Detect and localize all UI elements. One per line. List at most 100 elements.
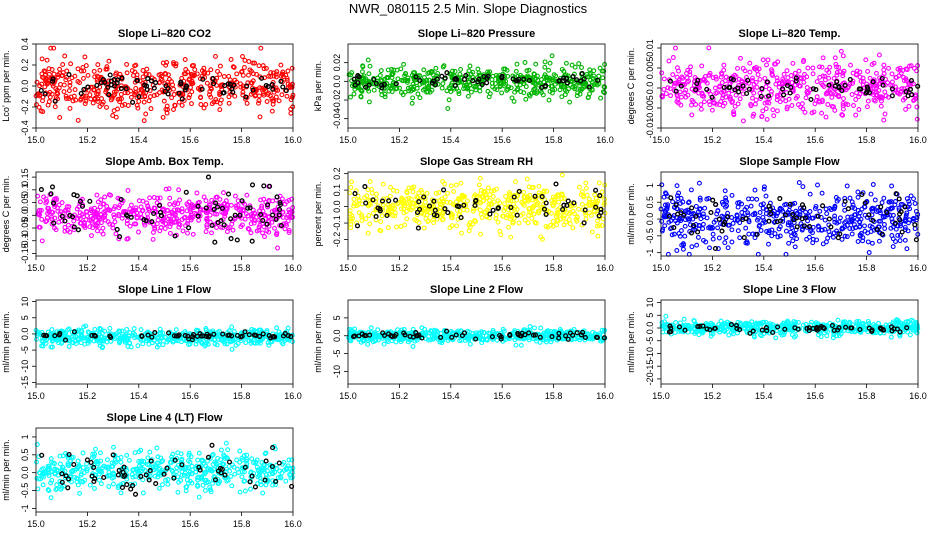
- data-point: [715, 246, 721, 252]
- data-point: [707, 245, 712, 251]
- data-point: [726, 90, 732, 96]
- data-point: [461, 194, 467, 200]
- data-point: [209, 197, 215, 203]
- data-point-black: [722, 219, 728, 225]
- data-point: [731, 109, 737, 115]
- chart-title: Slope Amb. Box Temp.: [105, 156, 224, 168]
- data-point-black: [108, 334, 114, 340]
- data-point: [369, 190, 375, 196]
- data-point: [41, 194, 47, 200]
- data-point-black: [145, 76, 151, 82]
- data-point: [804, 89, 810, 95]
- data-point-black: [162, 88, 168, 94]
- data-point: [102, 213, 108, 219]
- data-point: [232, 93, 238, 99]
- data-point: [882, 82, 888, 88]
- data-point: [541, 201, 547, 207]
- data-point: [592, 192, 598, 198]
- data-point: [659, 228, 665, 234]
- data-point: [521, 189, 527, 195]
- data-point: [487, 91, 493, 97]
- data-point-black: [67, 212, 73, 218]
- data-point: [872, 83, 878, 89]
- data-point-black: [688, 230, 695, 236]
- data-point: [543, 224, 549, 229]
- data-point: [89, 233, 94, 239]
- data-point: [583, 185, 589, 191]
- data-point: [134, 102, 140, 108]
- data-point: [806, 234, 812, 240]
- data-point: [358, 88, 364, 94]
- data-point-black: [106, 92, 112, 98]
- data-point: [225, 225, 231, 231]
- data-point: [405, 85, 411, 91]
- data-point: [233, 342, 239, 348]
- data-point-black: [225, 191, 232, 197]
- data-point: [475, 66, 481, 72]
- data-point: [40, 343, 46, 349]
- chart-title: Slope Sample Flow: [739, 156, 840, 168]
- data-point-black: [79, 203, 86, 209]
- data-point-black: [834, 79, 840, 85]
- data-point: [506, 224, 511, 230]
- data-point: [754, 217, 760, 223]
- data-point: [801, 75, 807, 81]
- data-point-black: [200, 333, 206, 339]
- data-point: [234, 71, 240, 77]
- data-point: [693, 203, 699, 209]
- data-point: [789, 233, 795, 239]
- data-point: [348, 221, 354, 227]
- data-point: [408, 207, 414, 213]
- data-point: [576, 184, 582, 190]
- data-point-black: [176, 90, 182, 96]
- y-axis-label: kPa per min.: [313, 61, 323, 112]
- data-point: [111, 212, 117, 218]
- data-point: [709, 107, 715, 113]
- data-point: [804, 85, 810, 90]
- data-point: [834, 70, 840, 75]
- data-point-black: [794, 224, 800, 230]
- data-point-black: [565, 336, 571, 342]
- data-point-black: [62, 218, 68, 224]
- data-point: [261, 196, 267, 202]
- data-point: [366, 329, 372, 335]
- data-point: [83, 63, 89, 69]
- data-point: [170, 82, 176, 88]
- data-point: [726, 222, 732, 228]
- data-point: [65, 222, 71, 228]
- data-point-black: [247, 205, 253, 211]
- data-point: [248, 338, 254, 344]
- data-point-black: [77, 198, 83, 204]
- data-point-black: [242, 329, 248, 335]
- data-point: [547, 60, 553, 66]
- plot-frame: [35, 299, 294, 385]
- data-point: [665, 85, 671, 91]
- data-point: [663, 190, 668, 196]
- data-point: [700, 93, 705, 99]
- data-point: [792, 70, 798, 76]
- data-point: [160, 206, 166, 212]
- data-point: [40, 338, 46, 344]
- data-point: [248, 68, 254, 74]
- data-point: [404, 79, 410, 85]
- data-point: [42, 69, 48, 75]
- data-point: [140, 68, 146, 73]
- data-point: [484, 214, 490, 220]
- data-point: [839, 112, 845, 118]
- data-point: [555, 209, 560, 215]
- data-point: [204, 224, 210, 230]
- data-point-black: [209, 222, 215, 228]
- data-point: [769, 67, 774, 73]
- data-point: [348, 94, 353, 100]
- data-point-black: [234, 332, 241, 339]
- data-point: [468, 71, 474, 77]
- data-point: [140, 208, 146, 213]
- data-point-black: [114, 80, 120, 86]
- data-point-black: [267, 183, 273, 189]
- data-point: [394, 188, 400, 194]
- y-tick-label: 0.005: [645, 57, 655, 80]
- data-point: [56, 85, 62, 91]
- y-tick-label: -0.1: [20, 233, 30, 249]
- data-point-black: [880, 82, 886, 88]
- data-point-black: [182, 333, 188, 339]
